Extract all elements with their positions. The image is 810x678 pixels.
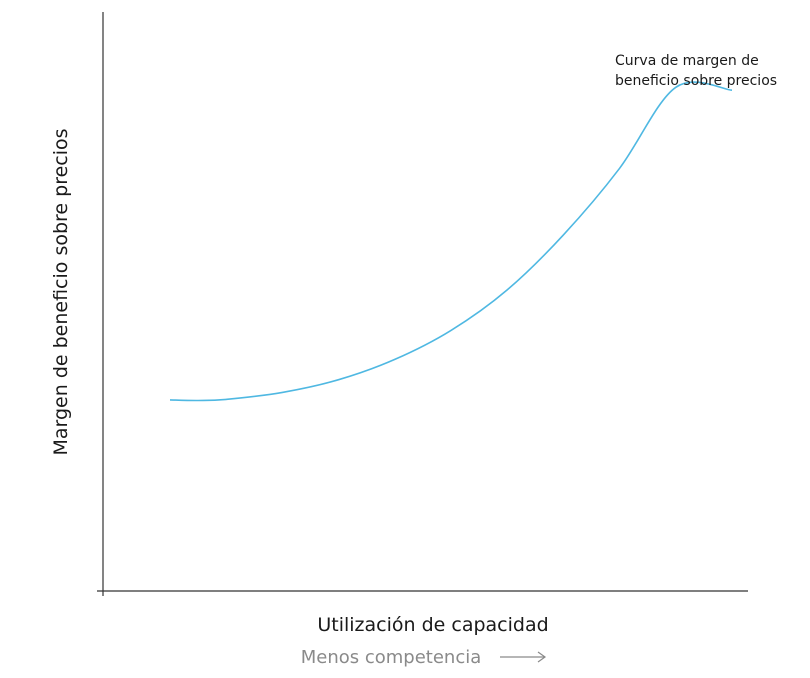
curve-label: Curva de margen de beneficio sobre preci… [615,53,777,89]
x-axis-title: Utilización de capacidad [317,614,548,636]
markup-curve-line [169,81,733,402]
x-axis-annotation: Menos competencia [301,647,482,668]
curve-label-line-2: beneficio sobre precios [615,73,777,89]
y-axis-title: Margen de beneficio sobre precios [50,128,72,455]
curve-label-line-1: Curva de margen de [615,53,759,69]
arrow-right-icon [500,651,547,663]
